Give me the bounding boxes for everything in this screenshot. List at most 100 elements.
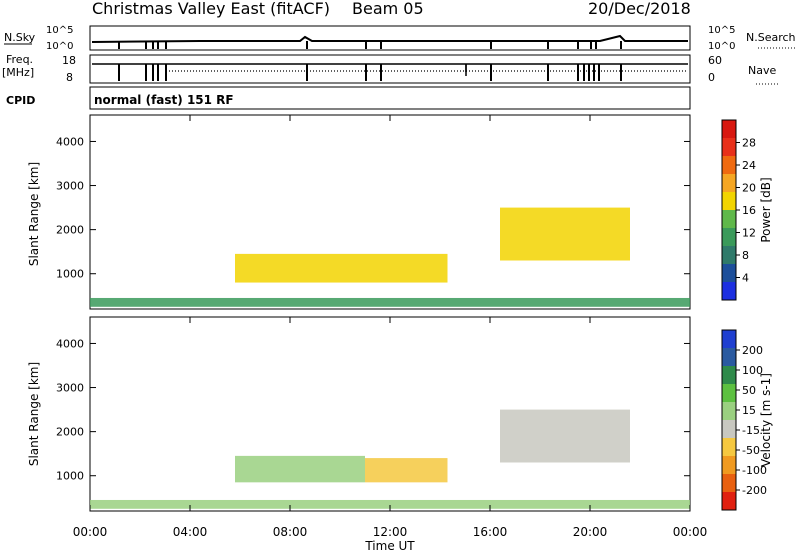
colorbar-swatch [722,384,736,403]
cpid-strip: CPID normal (fast) 151 RF [6,86,691,110]
colorbar-tick-label: 16 [742,204,756,217]
power-yticks: 1000 2000 3000 4000 [56,135,690,281]
cpid-label: CPID [6,94,35,107]
colorbar-swatch [722,420,736,439]
ytick-label: 4000 [56,135,84,148]
colorbar-tick-label: 28 [742,137,756,150]
figure-title: Christmas Valley East (fitACF) [92,0,330,18]
colorbar-tick-label: 50 [742,384,756,397]
ytick-label: 3000 [56,382,84,395]
colorbar-tick-label: 4 [742,272,749,285]
colorbar-tick-label: 12 [742,227,756,240]
data-region-2 [90,297,690,307]
freq-unit: [MHz] [2,66,34,79]
freq-bottom: 8 [66,71,73,84]
colorbar-tick-label: 100 [742,364,763,377]
xtick-label: 12:00 [373,525,408,539]
colorbar-tick-label: -50 [742,444,760,457]
colorbar-swatch [722,348,736,367]
cpid-value: normal (fast) 151 RF [94,93,234,107]
colorbar-swatch [722,120,736,139]
data-region-0 [235,253,448,283]
nsky-label: N.Sky [4,31,36,44]
nsky-frame [89,25,691,51]
time-axis: 00:00 04:00 08:00 12:00 16:00 20:00 00:00 [73,115,708,539]
xtick-label: 20:00 [573,525,608,539]
colorbar-swatch [722,228,736,247]
xtick-label: 08:00 [273,525,308,539]
power-ylabel: Slant Range [km] [27,162,41,266]
colorbar-tick-label: 24 [742,159,756,172]
data-region-1 [500,207,630,261]
nave-bottom: 0 [708,71,715,84]
xtick-label: 04:00 [173,525,208,539]
colorbar-swatch [722,474,736,493]
nsearch-scale-bottom: 10^0 [708,41,735,52]
velocity-marks [90,409,690,509]
cpid-frame [89,86,691,110]
power-marks [90,207,690,307]
ytick-label: 4000 [56,337,84,350]
nave-label: Nave [748,64,776,77]
colorbar-swatch [722,456,736,475]
freq-frame [89,54,691,84]
freq-spikes [118,64,622,81]
colorbar-swatch [722,402,736,421]
data-region-1 [365,458,448,483]
nsky-scale-bottom: 10^0 [46,41,73,52]
velocity-colorbar: 200 100 50 15 -15 -50 -100 -200 [721,329,767,511]
colorbar-swatch [722,438,736,457]
colorbar-swatch [722,282,736,301]
colorbar-tick-label: -200 [742,484,767,497]
xtick-label: 16:00 [473,525,508,539]
nsky-trace [91,34,688,43]
freq-strip: Freq. [MHz] 18 8 60 0 Nave [2,53,778,85]
ytick-label: 2000 [56,224,84,237]
nave-top: 60 [708,54,722,67]
colorbar-tick-label: 200 [742,344,763,357]
power-colorbar-label: Power [dB] [759,177,773,242]
nsky-strip: N.Sky 10^5 10^0 10^5 10^0 N.Search [4,25,796,52]
xtick-label: 00:00 [73,525,108,539]
colorbar-swatch [722,492,736,511]
colorbar-swatch [722,138,736,157]
velocity-ylabel: Slant Range [km] [27,362,41,466]
colorbar-frame [721,329,737,511]
colorbar-swatch [722,366,736,385]
colorbar-tick-label: 15 [742,404,756,417]
ytick-label: 2000 [56,426,84,439]
colorbar-swatch [722,330,736,349]
colorbar-swatch [722,174,736,193]
ytick-label: 1000 [56,268,84,281]
colorbar-swatch [722,264,736,283]
data-region-0 [235,455,365,483]
data-region-2 [500,409,630,463]
beam-label: Beam 05 [352,0,424,18]
colorbar-swatch [722,210,736,229]
nsearch-label: N.Search [746,31,796,44]
xaxis-label: Time UT [364,539,415,553]
power-colorbar: 4 8 12 16 20 24 28 [721,119,756,301]
data-region-3 [90,499,690,509]
ytick-label: 3000 [56,180,84,193]
colorbar-tick-label: -15 [742,424,760,437]
power-panel: 1000 2000 3000 4000 Slant Range [km] [27,114,691,310]
colorbar-tick-label: -100 [742,464,767,477]
nsky-spikes [118,41,622,49]
ytick-label: 1000 [56,470,84,483]
nsky-scale-top: 10^5 [46,25,73,36]
xtick-label: 00:00 [673,525,708,539]
velocity-colorbar-label: Velocity [m s-1] [759,373,773,467]
colorbar-tick-label: 20 [742,182,756,195]
freq-top: 18 [62,54,76,67]
colorbar-swatch [722,156,736,175]
nsearch-scale-top: 10^5 [708,25,735,36]
date-label: 20/Dec/2018 [588,0,691,18]
colorbar-swatch [722,192,736,211]
freq-label: Freq. [6,53,33,66]
colorbar-tick-label: 8 [742,249,749,262]
colorbar-swatch [722,246,736,265]
velocity-yticks: 1000 2000 3000 4000 [56,337,690,483]
